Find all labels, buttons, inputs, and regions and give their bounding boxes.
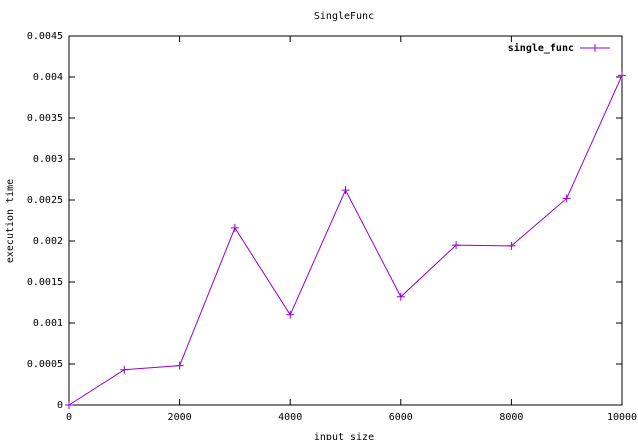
chart-title: SingleFunc (314, 11, 374, 22)
y-tick-label: 0.004 (33, 72, 63, 83)
x-tick-label: 10000 (607, 412, 637, 423)
plot-border (68, 35, 623, 406)
marker (120, 365, 129, 374)
y-tick-label: 0.001 (33, 318, 63, 329)
marker (452, 241, 461, 250)
x-tick-label: 6000 (389, 412, 413, 423)
x-tick-label: 2000 (168, 412, 192, 423)
y-tick-label: 0.0045 (27, 31, 63, 42)
y-tick-label: 0.002 (33, 236, 63, 247)
x-tick-label: 8000 (499, 412, 523, 423)
y-tick-label: 0.0015 (27, 277, 63, 288)
marker (396, 292, 405, 301)
y-axis-label: execution time (5, 179, 16, 263)
marker (341, 186, 350, 195)
marker (507, 241, 516, 250)
x-tick-label: 0 (66, 412, 72, 423)
marker (562, 194, 571, 203)
legend-label: single_func (508, 42, 574, 54)
y-tick-label: 0 (57, 400, 63, 411)
x-axis-label: input size (314, 432, 374, 440)
marker (65, 401, 73, 409)
y-tick-label: 0.0025 (27, 195, 63, 206)
marker (175, 361, 184, 370)
marker (618, 71, 626, 80)
series-line (68, 75, 623, 406)
y-tick-label: 0.0005 (27, 359, 63, 370)
marker (230, 223, 239, 232)
x-tick-label: 4000 (278, 412, 302, 423)
y-tick-label: 0.003 (33, 154, 63, 165)
marker (286, 310, 295, 319)
legend-marker (591, 44, 599, 52)
y-tick-label: 0.0035 (27, 113, 63, 124)
